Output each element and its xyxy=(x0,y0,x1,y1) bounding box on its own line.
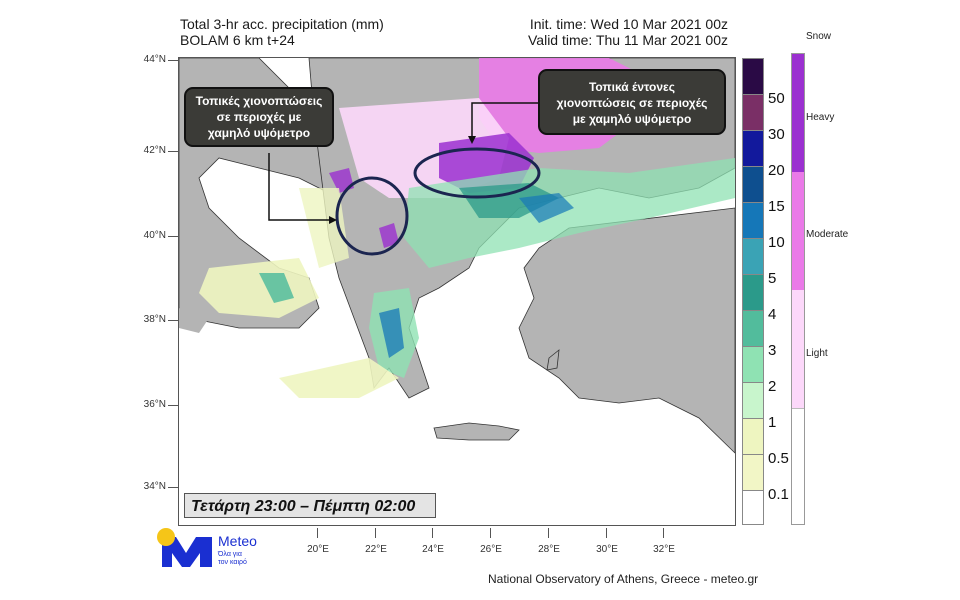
time-window-label: Τετάρτη 23:00 – Πέμπτη 02:00 xyxy=(184,493,436,518)
colorbar-label: 30 xyxy=(768,126,785,143)
colorbar-label: 0.5 xyxy=(768,450,789,467)
lon-tick: 30°E xyxy=(587,528,627,555)
logo-tagline: τον καιρό xyxy=(218,559,247,566)
callout-line: σε περιοχές με xyxy=(216,110,302,124)
snow-label-heavy: Heavy xyxy=(806,112,835,123)
colorbar-label: 1 xyxy=(768,414,777,431)
snow-colorbar-title: Snow xyxy=(806,31,832,42)
lat-tick: 40°N xyxy=(130,230,178,241)
colorbar-label: 50 xyxy=(768,90,785,107)
lon-tick: 20°E xyxy=(298,528,338,555)
snow-colorbar xyxy=(791,53,805,525)
logo-name: Meteo xyxy=(218,533,257,549)
highlight-ellipse-thrace xyxy=(413,147,541,199)
colorbar-label: 0.1 xyxy=(768,486,789,503)
highlight-circle-west xyxy=(335,176,409,256)
colorbar-label: 4 xyxy=(768,306,777,323)
lon-tick: 28°E xyxy=(529,528,569,555)
meteo-m-icon xyxy=(157,528,212,567)
colorbar-label: 20 xyxy=(768,162,785,179)
colorbar-label: 2 xyxy=(768,378,777,395)
lat-tick: 44°N xyxy=(130,54,178,65)
callout-heavy-snow: Τοπικά έντονες χιονοπτώσεις σε περιοχές … xyxy=(538,69,726,135)
precipitation-colorbar xyxy=(742,58,764,525)
lat-tick: 34°N xyxy=(130,481,178,492)
init-time: Init. time: Wed 10 Mar 2021 00z xyxy=(529,16,728,32)
colorbar-label: 15 xyxy=(768,198,785,215)
callout-line: με χαμηλό υψόμετρο xyxy=(572,112,692,126)
lat-tick: 42°N xyxy=(130,145,178,156)
meteo-logo: Meteo Όλα για τον καιρό xyxy=(154,527,257,577)
colorbar-label: 5 xyxy=(768,270,777,287)
model-subtitle: BOLAM 6 km t+24 xyxy=(180,32,295,48)
callout-low-altitude-snow: Τοπικές χιονοπτώσεις σε περιοχές με χαμη… xyxy=(184,87,334,147)
colorbar-label: 3 xyxy=(768,342,777,359)
lon-tick: 24°E xyxy=(413,528,453,555)
lon-tick: 26°E xyxy=(471,528,511,555)
credit-text: National Observatory of Athens, Greece -… xyxy=(488,572,759,586)
map-title: Total 3-hr acc. precipitation (mm) xyxy=(180,16,384,32)
logo-tagline: Όλα για xyxy=(218,551,242,558)
lat-tick: 36°N xyxy=(130,399,178,410)
snow-label-moderate: Moderate xyxy=(806,229,849,240)
callout-line: χαμηλό υψόμετρο xyxy=(207,126,311,140)
lon-tick: 32°E xyxy=(644,528,684,555)
callout-line: χιονοπτώσεις σε περιοχές xyxy=(556,96,708,110)
snow-label-light: Light xyxy=(806,348,828,359)
lon-tick: 22°E xyxy=(356,528,396,555)
colorbar-label: 10 xyxy=(768,234,785,251)
valid-time: Valid time: Thu 11 Mar 2021 00z xyxy=(528,32,728,48)
callout-line: Τοπικά έντονες xyxy=(588,80,675,94)
lat-tick: 38°N xyxy=(130,314,178,325)
callout-line: Τοπικές χιονοπτώσεις xyxy=(195,94,323,108)
